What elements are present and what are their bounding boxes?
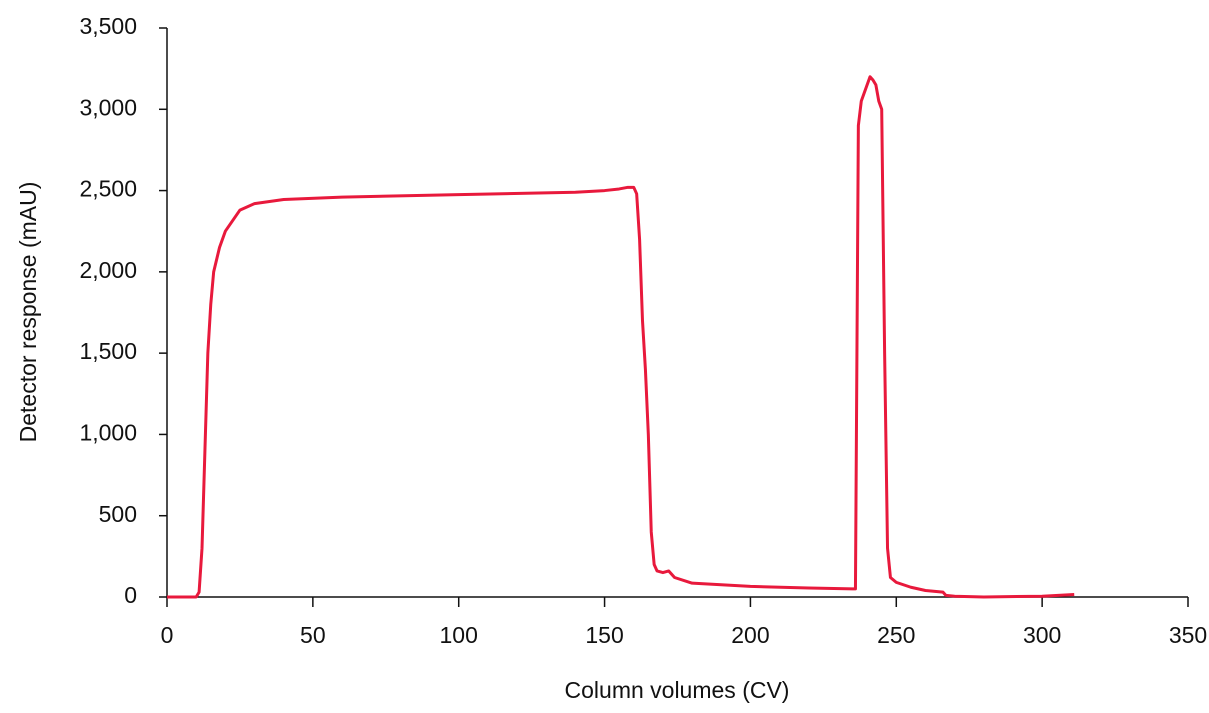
x-tick-label: 0 xyxy=(161,622,174,648)
x-tick-label: 350 xyxy=(1169,622,1207,648)
y-tick-label: 1,000 xyxy=(79,420,137,446)
y-tick-label: 3,000 xyxy=(79,94,137,120)
x-tick-label: 150 xyxy=(585,622,623,648)
data-line xyxy=(167,75,1075,599)
x-tick-label: 300 xyxy=(1023,622,1061,648)
y-tick-label: 0 xyxy=(124,582,137,608)
x-tick-label: 250 xyxy=(877,622,915,648)
x-axis-label: Column volumes (CV) xyxy=(565,677,790,703)
x-tick-label: 50 xyxy=(300,622,326,648)
y-tick-label: 2,500 xyxy=(79,176,137,202)
y-tick-label: 3,500 xyxy=(79,13,137,39)
x-tick-label: 100 xyxy=(440,622,478,648)
y-tick-label: 1,500 xyxy=(79,338,137,364)
y-tick-label: 2,000 xyxy=(79,257,137,283)
x-tick-label: 200 xyxy=(731,622,769,648)
y-axis-label: Detector response (mAU) xyxy=(15,182,41,443)
y-tick-label: 500 xyxy=(99,501,137,527)
